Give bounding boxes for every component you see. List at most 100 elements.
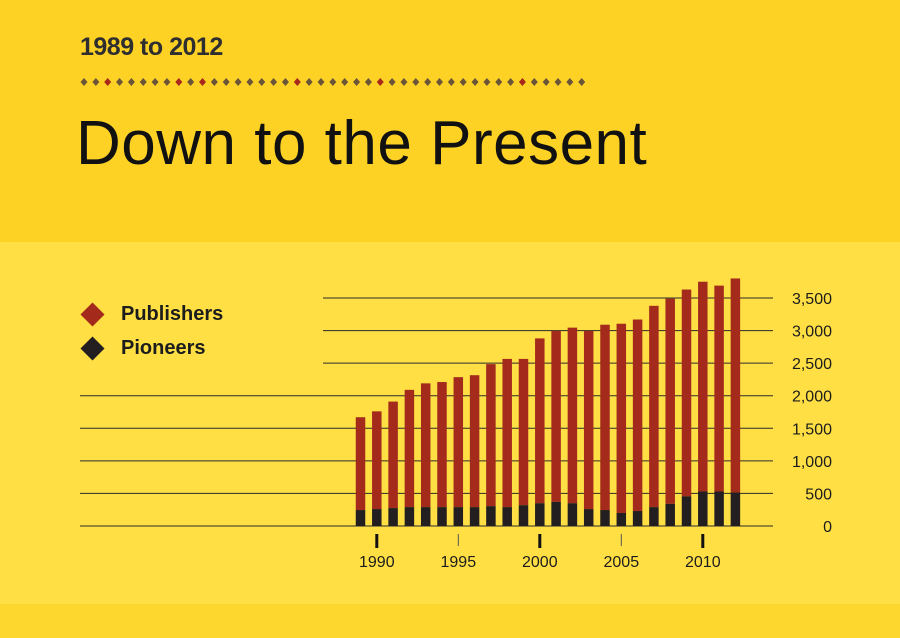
legend-pioneers: Pioneers bbox=[80, 336, 206, 361]
page-title: Down to the Present bbox=[76, 109, 648, 178]
bar-publishers-2010 bbox=[698, 281, 708, 492]
bar-pioneers-2007 bbox=[649, 507, 659, 526]
bar-publishers-2006 bbox=[632, 319, 643, 512]
diamond-icon bbox=[341, 78, 349, 86]
diamond-icon bbox=[578, 78, 586, 86]
diamond-icon bbox=[566, 78, 574, 86]
y-tick-label: 2,000 bbox=[792, 389, 832, 406]
bar-pioneers-1990 bbox=[372, 509, 382, 526]
y-tick-label: 3,000 bbox=[792, 324, 832, 341]
bar-publishers-2000 bbox=[535, 338, 545, 504]
bar-pioneers-1993 bbox=[420, 507, 431, 526]
bar-pioneers-2002 bbox=[567, 503, 578, 526]
bar-publishers-2007 bbox=[649, 305, 659, 508]
diamond-icon bbox=[151, 78, 159, 86]
bar-publishers-1991 bbox=[388, 401, 398, 509]
y-tick-label: 1,000 bbox=[792, 454, 832, 471]
diamond-icon bbox=[305, 78, 313, 86]
diamond-icon bbox=[518, 78, 526, 86]
bar-publishers-2009 bbox=[681, 289, 692, 497]
diamond-icon bbox=[530, 78, 538, 86]
diamond-icon bbox=[317, 78, 325, 86]
y-tick-label: 0 bbox=[823, 519, 832, 536]
diamond-icon bbox=[400, 78, 408, 86]
bar-pioneers-2004 bbox=[600, 510, 610, 526]
legend-label: Pioneers bbox=[121, 337, 206, 359]
diamond-icon bbox=[116, 78, 124, 86]
diamond-icon bbox=[199, 78, 206, 86]
bar-pioneers-1994 bbox=[437, 507, 447, 526]
diamond-icon bbox=[187, 78, 195, 86]
bar-publishers-1997 bbox=[486, 364, 496, 507]
diamond-icon bbox=[258, 78, 266, 86]
x-tick-label: 2005 bbox=[604, 554, 640, 571]
diamond-icon bbox=[353, 78, 361, 86]
bar-publishers-1989 bbox=[355, 417, 366, 511]
bar-pioneers-2012 bbox=[730, 492, 741, 526]
diamond-icon bbox=[459, 78, 467, 86]
diamond-icon bbox=[210, 78, 218, 86]
bar-pioneers-1989 bbox=[355, 510, 366, 526]
bar-publishers-2002 bbox=[567, 327, 578, 504]
x-tick-label: 2010 bbox=[685, 554, 721, 571]
bar-pioneers-2010 bbox=[698, 491, 708, 526]
diamond-icon bbox=[139, 78, 147, 86]
diamond-icon bbox=[471, 78, 479, 86]
bar-publishers-2003 bbox=[583, 330, 594, 510]
bar-pioneers-1999 bbox=[518, 505, 529, 526]
x-tick-label: 2000 bbox=[522, 554, 558, 571]
diamond-icon bbox=[424, 78, 432, 86]
bar-pioneers-2005 bbox=[616, 512, 627, 526]
diamond-icon bbox=[364, 78, 372, 86]
diamond-icon bbox=[270, 78, 278, 86]
y-tick-label: 3,500 bbox=[792, 291, 832, 308]
bar-publishers-1990 bbox=[372, 411, 382, 510]
bar-publishers-2004 bbox=[600, 324, 610, 511]
legend-publishers: Publishers bbox=[80, 302, 223, 327]
bar-publishers-1998 bbox=[502, 358, 512, 508]
diamond-icon bbox=[483, 78, 491, 86]
diamond-icon bbox=[412, 78, 420, 86]
bar-pioneers-2006 bbox=[632, 511, 643, 526]
diamond-icon bbox=[80, 78, 88, 86]
diamond-icon bbox=[175, 78, 183, 86]
diamond-icon bbox=[495, 78, 503, 86]
diamond-icon bbox=[554, 78, 562, 86]
bar-pioneers-2000 bbox=[535, 503, 545, 526]
bar-publishers-2008 bbox=[665, 298, 675, 504]
bar-pioneers-1991 bbox=[388, 508, 398, 526]
bar-publishers-2005 bbox=[616, 323, 627, 513]
y-tick-label: 1,500 bbox=[792, 421, 832, 438]
bar-publishers-2012 bbox=[730, 278, 741, 493]
diamond-icon bbox=[507, 78, 515, 86]
bar-publishers-1992 bbox=[404, 389, 415, 508]
diamond-icon bbox=[542, 78, 550, 86]
bar-pioneers-1992 bbox=[404, 507, 415, 526]
diamond-icon bbox=[104, 78, 112, 86]
x-tick-label: 1990 bbox=[359, 554, 395, 571]
diamond-icon bbox=[293, 78, 301, 86]
bar-pioneers-1997 bbox=[486, 506, 496, 526]
background-bottom-band bbox=[0, 604, 900, 638]
bar-pioneers-1998 bbox=[502, 507, 512, 526]
bar-pioneers-2001 bbox=[551, 501, 561, 526]
bar-publishers-1995 bbox=[453, 377, 464, 508]
diamond-icon bbox=[329, 78, 337, 86]
bar-publishers-1996 bbox=[469, 375, 480, 508]
diamond-icon bbox=[436, 78, 443, 86]
bar-pioneers-1995 bbox=[453, 507, 464, 526]
diamond-icon bbox=[388, 78, 396, 86]
bar-pioneers-2011 bbox=[714, 491, 724, 526]
bar-publishers-1994 bbox=[437, 382, 447, 508]
bar-publishers-1999 bbox=[518, 358, 529, 506]
bar-publishers-2011 bbox=[714, 285, 724, 492]
diamond-icon bbox=[222, 78, 230, 86]
bar-pioneers-2009 bbox=[681, 496, 692, 526]
bar-publishers-2001 bbox=[551, 330, 561, 502]
diamond-divider bbox=[80, 78, 586, 86]
bar-pioneers-2003 bbox=[583, 509, 594, 526]
bar-publishers-1993 bbox=[420, 383, 431, 508]
bar-pioneers-1996 bbox=[469, 507, 480, 526]
diamond-icon bbox=[447, 78, 455, 86]
